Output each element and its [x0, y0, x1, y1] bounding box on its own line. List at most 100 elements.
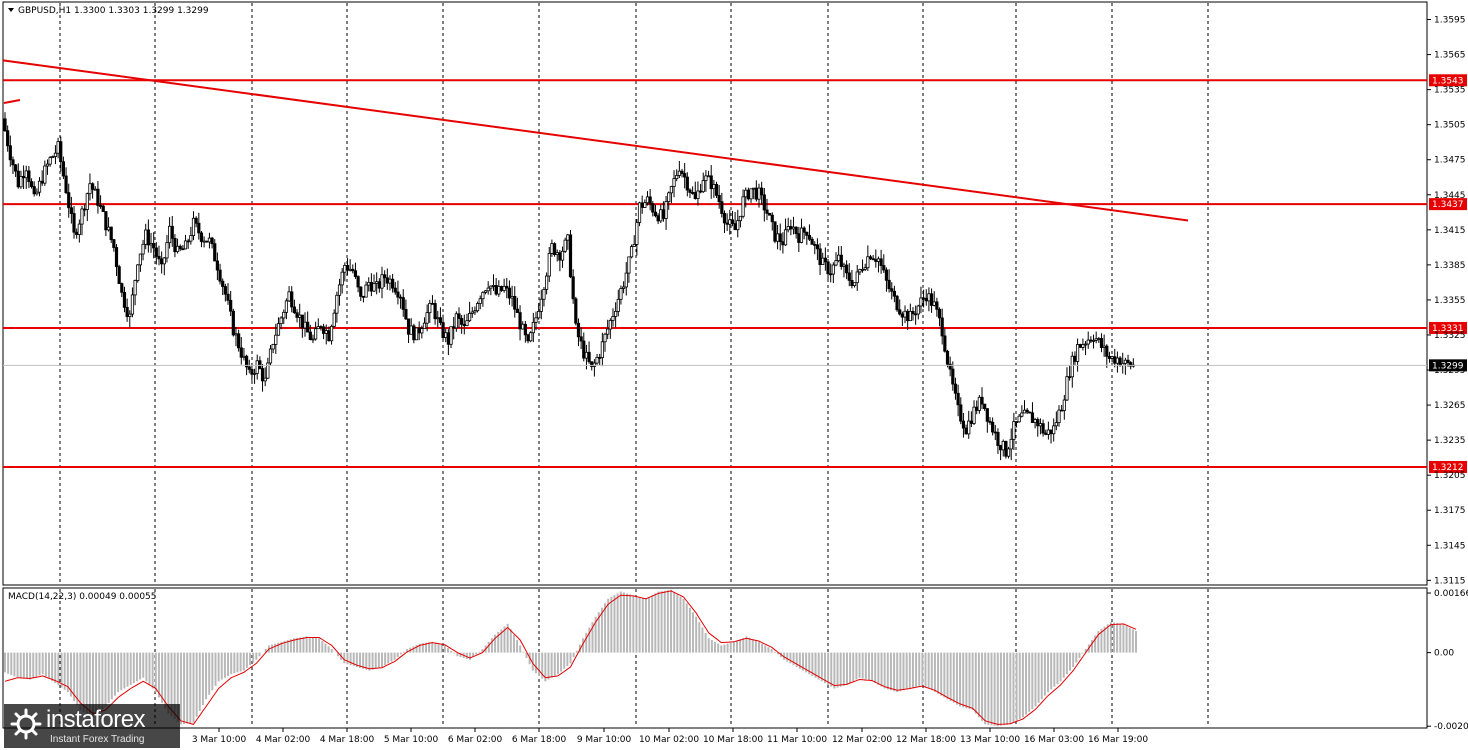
candle: [422, 317, 427, 330]
candle: [404, 299, 408, 321]
candle: [486, 281, 490, 295]
candle: [1041, 419, 1045, 437]
candle: [133, 279, 137, 306]
candle: [130, 287, 135, 318]
price-tick-label: 1.3235: [1434, 436, 1466, 446]
horizontal-levels[interactable]: 1.3543 1.3437 1.3331 1.3212: [3, 74, 1467, 473]
candle: [518, 305, 522, 341]
candle: [826, 259, 830, 280]
instaforex-logo-icon: [10, 708, 42, 740]
price-axis: 1.35951.35651.35351.35051.34751.34451.34…: [3, 16, 1467, 586]
candle: [805, 231, 809, 245]
candle: [683, 162, 687, 189]
candle: [221, 278, 225, 296]
candle: [709, 165, 713, 199]
candle: [213, 239, 217, 262]
candle: [194, 216, 198, 228]
candle: [372, 274, 376, 293]
candle: [183, 234, 188, 250]
level-price-box: [1429, 460, 1467, 473]
candle: [1075, 338, 1080, 372]
candle: [314, 321, 318, 341]
candle: [714, 181, 719, 198]
candle: [592, 359, 596, 377]
candle: [943, 328, 947, 353]
candle: [250, 362, 254, 381]
candle: [635, 219, 639, 256]
candle: [940, 308, 944, 345]
price-tick-label: 1.3505: [1434, 121, 1466, 131]
candle: [178, 244, 182, 252]
candle: [730, 210, 735, 227]
candle: [627, 256, 631, 283]
candle: [720, 192, 724, 218]
candle: [91, 182, 95, 199]
trend-line-group[interactable]: [2, 59, 1189, 222]
candle: [473, 306, 477, 315]
price-tick-label: 1.3115: [1434, 576, 1466, 586]
level-price-label: 1.3212: [1432, 463, 1464, 473]
level-price-box: [1429, 74, 1467, 87]
candle: [587, 341, 591, 364]
candle: [951, 361, 955, 391]
candle: [449, 326, 453, 349]
candle: [29, 178, 34, 189]
candle: [120, 282, 124, 298]
candle: [531, 312, 535, 343]
candle: [866, 245, 870, 272]
macd-panel[interactable]: [2, 587, 1428, 729]
candle: [1105, 344, 1109, 368]
candle: [1025, 408, 1029, 415]
candle: [762, 187, 766, 222]
candle: [818, 243, 822, 276]
candle: [340, 268, 344, 294]
brand-name: instaforex: [46, 706, 146, 733]
candle: [929, 288, 934, 313]
candle: [839, 245, 843, 270]
candle: [1054, 411, 1058, 431]
candle: [582, 332, 586, 362]
time-axis: 3 Mar 10:00 4 Mar 02:00 4 Mar 18:00 5 Mar 1…: [192, 728, 1148, 745]
brand-tagline: Instant Forex Trading: [50, 734, 145, 745]
trend-line-fragment[interactable]: [3, 99, 21, 104]
candle: [1017, 413, 1021, 423]
candle: [611, 308, 615, 327]
candle: [571, 269, 575, 304]
candle: [483, 290, 488, 295]
candle: [579, 327, 583, 350]
candle: [85, 192, 89, 222]
price-panel[interactable]: [2, 1, 1428, 586]
trend-line[interactable]: [2, 59, 1189, 222]
candle: [11, 156, 15, 174]
dropdown-triangle-icon[interactable]: [8, 8, 14, 12]
candle: [43, 160, 47, 186]
candle: [284, 298, 289, 320]
candle: [802, 226, 806, 240]
candle: [539, 289, 543, 320]
candle: [722, 210, 727, 234]
candle: [428, 299, 432, 323]
price-tick-label: 1.3415: [1434, 226, 1466, 236]
candle: [45, 159, 50, 175]
candle: [109, 226, 113, 243]
candle: [215, 252, 219, 281]
candle: [653, 204, 658, 218]
candle: [765, 198, 769, 221]
candle: [603, 332, 607, 352]
symbol-header-text: GBPUSD,H1 1.3300 1.3303 1.3299 1.3299: [18, 6, 209, 16]
candle: [37, 177, 42, 197]
price-tick-label: 1.3145: [1434, 541, 1466, 551]
candle: [845, 260, 849, 280]
time-tick-label: 16 Mar 19:00: [1088, 735, 1148, 745]
candle: [460, 315, 464, 334]
candle: [736, 209, 740, 238]
candle: [1091, 334, 1096, 349]
candle: [717, 185, 721, 209]
candle: [332, 309, 336, 328]
candle: [279, 316, 283, 330]
candle: [141, 239, 145, 261]
candle: [258, 356, 262, 370]
candle: [507, 280, 512, 305]
candle: [205, 240, 209, 243]
